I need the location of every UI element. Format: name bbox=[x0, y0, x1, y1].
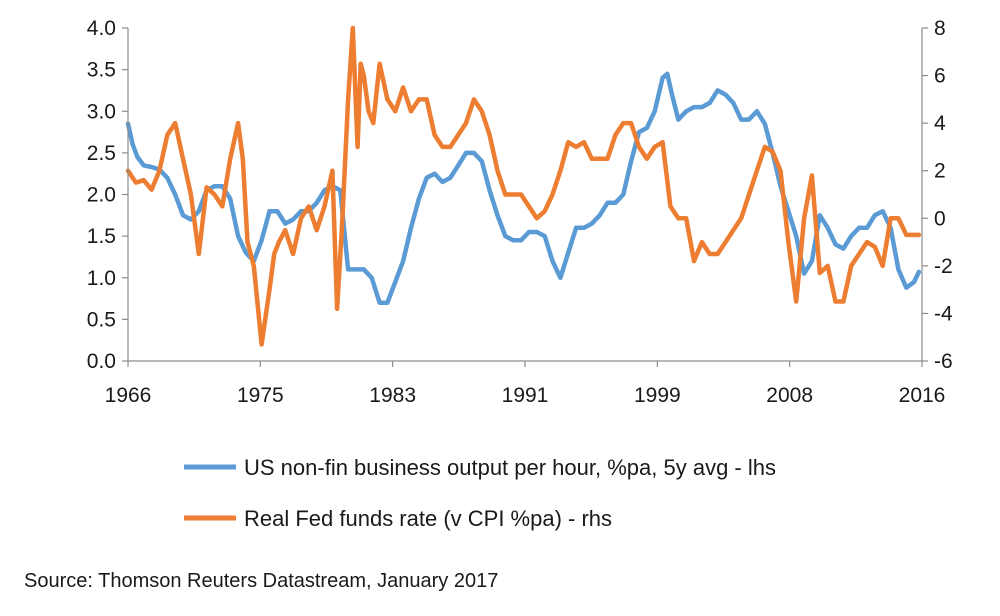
y-right-tick-label: 2 bbox=[934, 160, 946, 183]
x-tick-label: 2008 bbox=[766, 384, 813, 407]
y-left-tick-label: 3.5 bbox=[87, 59, 116, 82]
y-left-tick-label: 1.5 bbox=[87, 225, 116, 248]
legend: US non-fin business output per hour, %pa… bbox=[184, 455, 776, 531]
y-right-tick-label: -2 bbox=[934, 255, 953, 278]
legend-label-1: US non-fin business output per hour, %pa… bbox=[244, 455, 776, 480]
y-left-tick-label: 0.5 bbox=[87, 308, 116, 331]
y-right-tick-label: 4 bbox=[934, 112, 946, 135]
series-line-2 bbox=[125, 25, 922, 347]
y-left-tick-label: 0.0 bbox=[87, 350, 116, 373]
axes-layer: 0.0 0.5 1.0 1.5 2.0 2.5 3.0 3.5 4.0 -6 -4 -2 0 2 4 6 8 19… bbox=[87, 17, 953, 407]
series-layer bbox=[125, 25, 922, 347]
y-right-tick-label: 6 bbox=[934, 65, 946, 88]
y-right-tick-label: -6 bbox=[934, 350, 953, 373]
x-tick-label: 1966 bbox=[105, 384, 152, 407]
source-note: Source: Thomson Reuters Datastream, Janu… bbox=[24, 570, 499, 592]
y-left-tick-label: 2.0 bbox=[87, 184, 116, 207]
x-tick-label: 1999 bbox=[634, 384, 681, 407]
legend-label-2: Real Fed funds rate (v CPI %pa) - rhs bbox=[244, 506, 612, 531]
y-right-tick-label: 0 bbox=[934, 207, 946, 230]
y-right-tick-label: -4 bbox=[934, 302, 953, 325]
x-tick-label: 1991 bbox=[502, 384, 549, 407]
x-tick-label: 2016 bbox=[899, 384, 946, 407]
x-tick-label: 1975 bbox=[237, 384, 284, 407]
y-right-tick-label: 8 bbox=[934, 17, 946, 40]
y-left-tick-label: 2.5 bbox=[87, 142, 116, 165]
series-line-1 bbox=[125, 71, 922, 305]
y-left-tick-label: 4.0 bbox=[87, 17, 116, 40]
y-left-tick-label: 1.0 bbox=[87, 267, 116, 290]
x-tick-label: 1983 bbox=[369, 384, 416, 407]
y-left-tick-label: 3.0 bbox=[87, 100, 116, 123]
